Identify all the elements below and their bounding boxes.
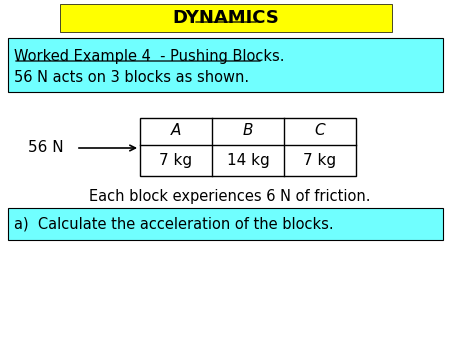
Bar [140, 118, 356, 176]
Text: 7 kg: 7 kg [159, 153, 193, 168]
Text: 56 N: 56 N [28, 141, 63, 155]
Text: 7 kg: 7 kg [303, 153, 337, 168]
Text: 56 N acts on 3 blocks as shown.: 56 N acts on 3 blocks as shown. [14, 71, 249, 86]
Text: A: A [171, 123, 181, 138]
Text: a)  Calculate the acceleration of the blocks.: a) Calculate the acceleration of the blo… [14, 217, 333, 232]
Text: Each block experiences 6 N of friction.: Each block experiences 6 N of friction. [89, 189, 371, 203]
Text: Worked Example 4  - Pushing Blocks.: Worked Example 4 - Pushing Blocks. [14, 48, 284, 64]
Text: C: C [315, 123, 325, 138]
Bar [60, 4, 392, 32]
Bar [8, 38, 443, 92]
Text: B: B [243, 123, 253, 138]
Text: 14 kg: 14 kg [227, 153, 270, 168]
Bar [8, 208, 443, 240]
Text: DYNAMICS: DYNAMICS [172, 9, 279, 27]
